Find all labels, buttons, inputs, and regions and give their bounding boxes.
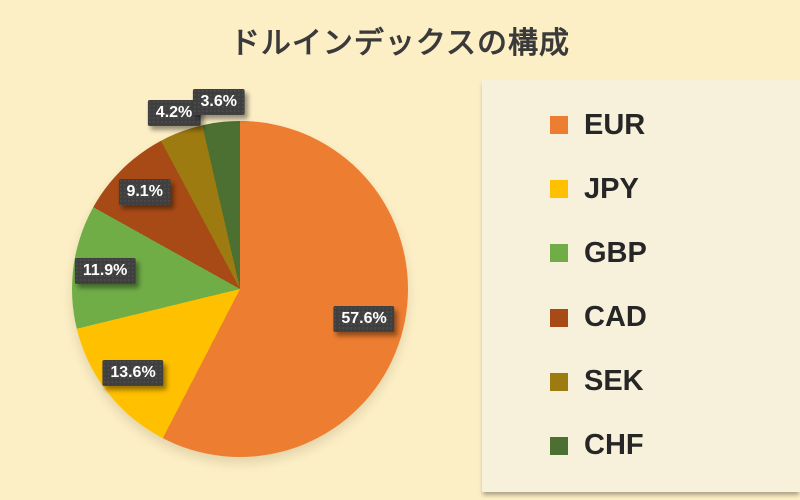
pie-percentage-label: 4.2%	[147, 99, 201, 126]
chart-legend: EUR JPY GBP CAD SEK CHF	[482, 79, 800, 492]
legend-color-swatch-icon	[550, 244, 568, 263]
legend-color-swatch-icon	[550, 180, 568, 199]
legend-item: EUR	[550, 93, 800, 157]
legend-label: SEK	[584, 365, 644, 398]
legend-item: JPY	[550, 157, 800, 221]
legend-label: EUR	[584, 108, 646, 141]
legend-color-swatch-icon	[550, 116, 568, 135]
pie-percentage-label: 9.1%	[118, 178, 171, 205]
pie-percentage-label: 13.6%	[102, 360, 164, 387]
legend-color-swatch-icon	[550, 308, 568, 327]
legend-color-swatch-icon	[550, 372, 568, 391]
legend-item: CHF	[550, 414, 800, 478]
legend-label: GBP	[584, 236, 647, 269]
pie-percentage-label: 3.6%	[192, 89, 245, 116]
legend-label: CHF	[584, 429, 644, 462]
pie-chart	[72, 121, 408, 457]
pie-percentage-label: 57.6%	[333, 306, 395, 333]
legend-item: SEK	[550, 350, 800, 414]
legend-item: GBP	[550, 221, 800, 285]
pie-percentage-label: 11.9%	[74, 257, 136, 284]
legend-item: CAD	[550, 286, 800, 350]
legend-label: CAD	[584, 301, 647, 334]
chart-title: ドルインデックスの構成	[229, 27, 571, 60]
legend-color-swatch-icon	[550, 436, 568, 455]
legend-label: JPY	[584, 172, 639, 205]
